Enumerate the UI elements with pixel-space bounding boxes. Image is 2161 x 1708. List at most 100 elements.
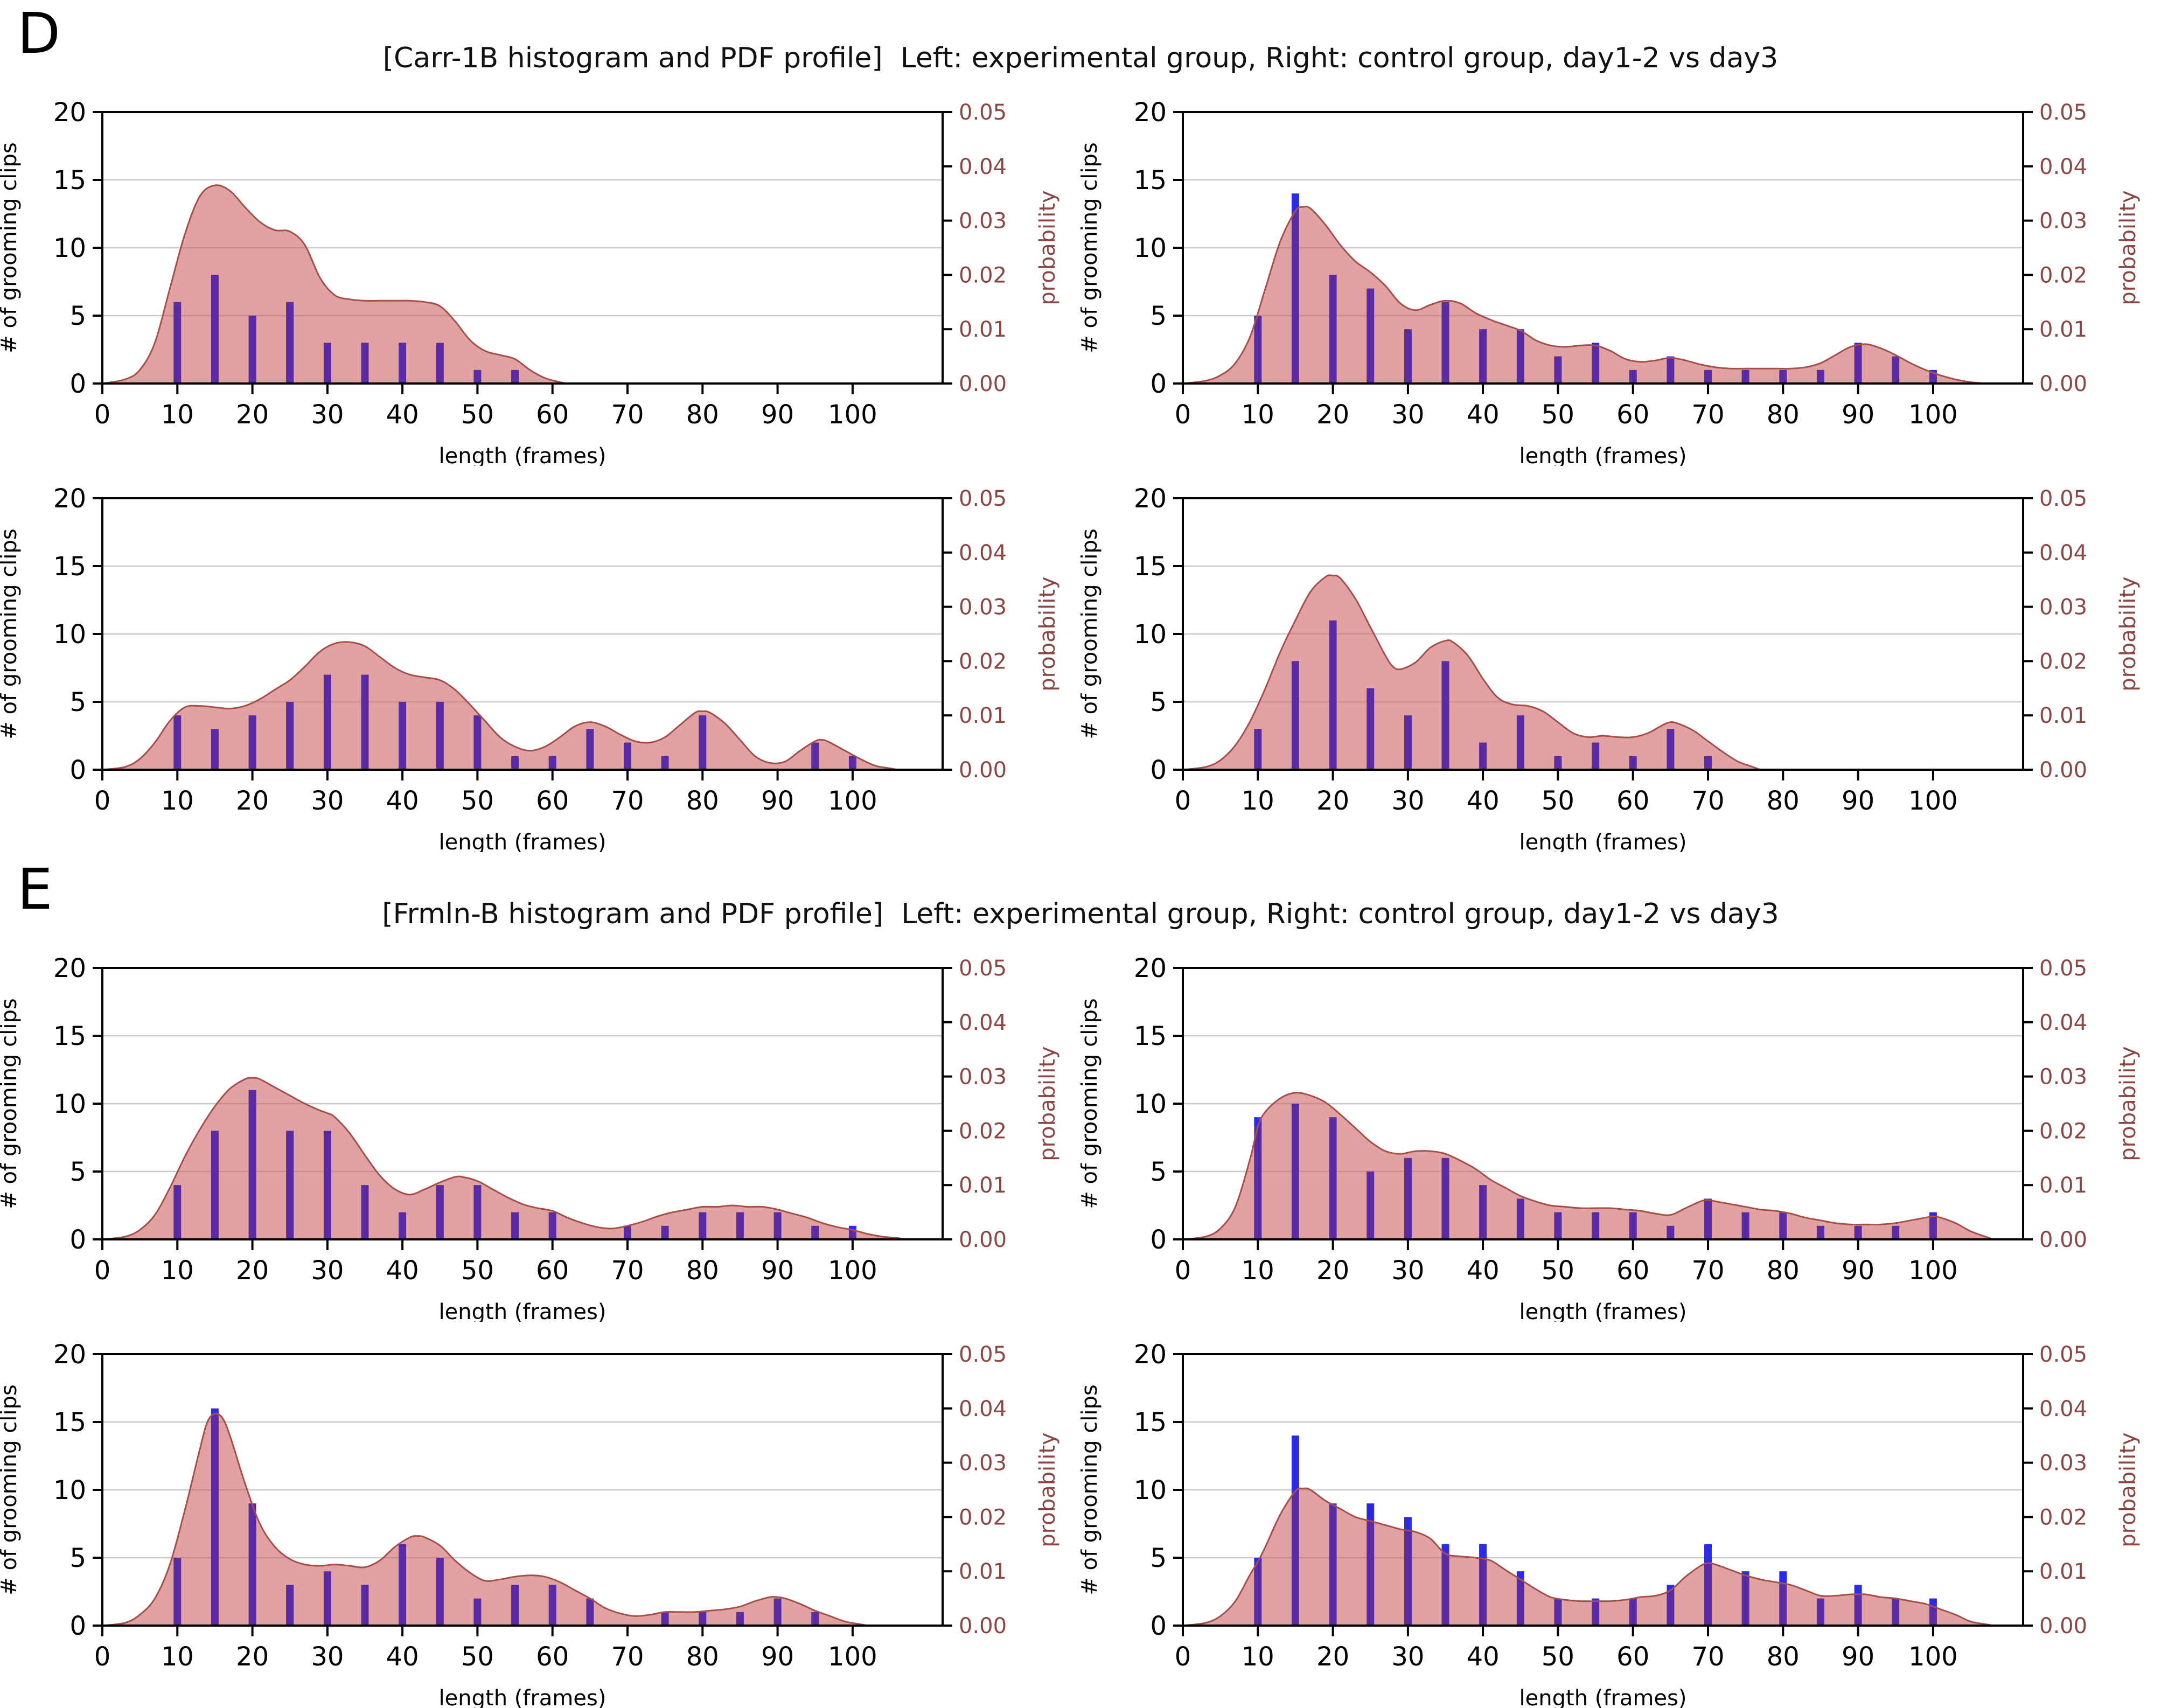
svg-text:0: 0 [1175,1256,1191,1286]
svg-text:0: 0 [1175,786,1191,816]
svg-text:0.00: 0.00 [2039,1228,2087,1252]
svg-text:10: 10 [1242,1642,1274,1672]
svg-text:80: 80 [1767,1256,1800,1286]
svg-text:40: 40 [386,786,419,816]
svg-text:20: 20 [1316,400,1349,430]
svg-text:probability: probability [1035,1432,1060,1547]
svg-text:0.03: 0.03 [2039,209,2087,234]
svg-text:90: 90 [1842,1642,1874,1672]
svg-text:5: 5 [69,1157,86,1187]
svg-text:100: 100 [1908,1642,1958,1672]
svg-text:5: 5 [69,687,86,717]
svg-text:0: 0 [1150,1225,1167,1255]
svg-text:# of grooming clips: # of grooming clips [0,998,22,1209]
svg-text:50: 50 [461,786,494,816]
svg-text:90: 90 [761,400,794,430]
svg-text:0.05: 0.05 [2039,486,2087,511]
svg-text:length (frames): length (frames) [439,1300,607,1322]
svg-text:80: 80 [1767,786,1800,816]
svg-text:20: 20 [236,400,269,430]
svg-text:10: 10 [1242,1256,1274,1286]
svg-text:0: 0 [94,1256,111,1286]
svg-text:60: 60 [1616,786,1649,816]
svg-text:0.03: 0.03 [959,209,1007,234]
svg-text:20: 20 [1316,1642,1349,1672]
svg-text:10: 10 [1242,400,1274,430]
svg-text:80: 80 [1767,1642,1800,1672]
svg-text:0.04: 0.04 [959,541,1007,566]
svg-text:0.05: 0.05 [959,486,1007,511]
svg-text:0.05: 0.05 [2039,1342,2087,1367]
svg-text:0.01: 0.01 [959,703,1007,728]
svg-text:20: 20 [1134,953,1167,984]
svg-text:30: 30 [1391,400,1424,430]
svg-text:70: 70 [611,400,644,430]
svg-text:length (frames): length (frames) [439,830,607,852]
svg-text:0.04: 0.04 [2039,1010,2087,1035]
svg-text:60: 60 [1616,1642,1649,1672]
svg-text:40: 40 [1467,1256,1500,1286]
svg-text:0.03: 0.03 [2039,1451,2087,1476]
svg-text:0.00: 0.00 [959,1228,1007,1252]
svg-text:0: 0 [94,1642,111,1672]
svg-text:60: 60 [1616,1256,1649,1286]
svg-text:0.04: 0.04 [2039,1397,2087,1421]
svg-text:0.03: 0.03 [959,595,1007,620]
svg-text:20: 20 [1316,786,1349,816]
svg-text:0.05: 0.05 [959,1342,1007,1367]
svg-text:10: 10 [1134,1089,1167,1119]
svg-text:5: 5 [69,1543,86,1573]
svg-text:10: 10 [1134,1475,1167,1505]
svg-text:5: 5 [1150,1157,1167,1187]
svg-text:40: 40 [1467,1642,1500,1672]
svg-text:0.00: 0.00 [2039,372,2087,396]
svg-text:70: 70 [611,786,644,816]
subplot-D-experimental-day1-2: 0 10 20 30 40 50 60 70 80 90 100 0 5 10 15 20 0.00 0.01 0.… [0,97,1060,466]
subplot-grid-E: 0 10 20 30 40 50 60 70 80 90 100 0 5 10 15 20 0.00 0.01 0.… [0,942,2161,1708]
subplot-E-control-day3: 0 10 20 30 40 50 60 70 80 90 100 0 5 10 15 20 0.00 0.01 0.… [1080,1340,2141,1708]
svg-text:90: 90 [1842,786,1874,816]
svg-text:10: 10 [53,619,86,650]
svg-text:20: 20 [236,1256,269,1286]
subplot-E-experimental-day1-2: 0 10 20 30 40 50 60 70 80 90 100 0 5 10 15 20 0.00 0.01 0.… [0,953,1060,1322]
svg-text:probability: probability [2116,1046,2141,1161]
svg-text:15: 15 [53,552,86,582]
svg-text:0.00: 0.00 [959,372,1007,396]
svg-text:# of grooming clips: # of grooming clips [1080,998,1102,1209]
svg-text:0.03: 0.03 [959,1065,1007,1090]
svg-text:90: 90 [761,786,794,816]
svg-text:100: 100 [828,786,877,816]
svg-text:0.04: 0.04 [959,1010,1007,1035]
svg-text:10: 10 [1134,233,1167,263]
svg-text:50: 50 [1542,1256,1574,1286]
svg-text:0.04: 0.04 [959,155,1007,179]
svg-text:0.02: 0.02 [2039,263,2087,288]
svg-text:40: 40 [1467,786,1500,816]
svg-text:90: 90 [761,1256,794,1286]
svg-text:15: 15 [1134,552,1167,582]
svg-text:50: 50 [1542,400,1574,430]
svg-text:20: 20 [236,786,269,816]
svg-text:20: 20 [53,1340,86,1370]
svg-text:40: 40 [386,1256,419,1286]
svg-text:60: 60 [536,1256,569,1286]
panel-label-D: D [17,1,61,66]
panel-D: D [Carr-1B histogram and PDF profile] Le… [0,0,2161,852]
svg-text:0.04: 0.04 [2039,541,2087,566]
svg-text:15: 15 [53,165,86,196]
svg-text:20: 20 [53,97,86,128]
svg-text:0: 0 [1175,1642,1191,1672]
svg-text:15: 15 [53,1021,86,1051]
panel-title-D: [Carr-1B histogram and PDF profile] Left… [382,42,1779,74]
svg-text:10: 10 [161,400,194,430]
svg-text:length (frames): length (frames) [439,444,607,466]
svg-text:0.02: 0.02 [2039,1119,2087,1144]
subplot-E-control-day1-2: 0 10 20 30 40 50 60 70 80 90 100 0 5 10 15 20 0.00 0.01 0.… [1080,953,2141,1322]
svg-text:70: 70 [1691,1642,1724,1672]
svg-text:0.00: 0.00 [2039,1614,2087,1639]
svg-text:10: 10 [1134,619,1167,650]
svg-text:# of grooming clips: # of grooming clips [1080,528,1102,739]
svg-text:90: 90 [761,1642,794,1672]
svg-text:10: 10 [53,233,86,263]
